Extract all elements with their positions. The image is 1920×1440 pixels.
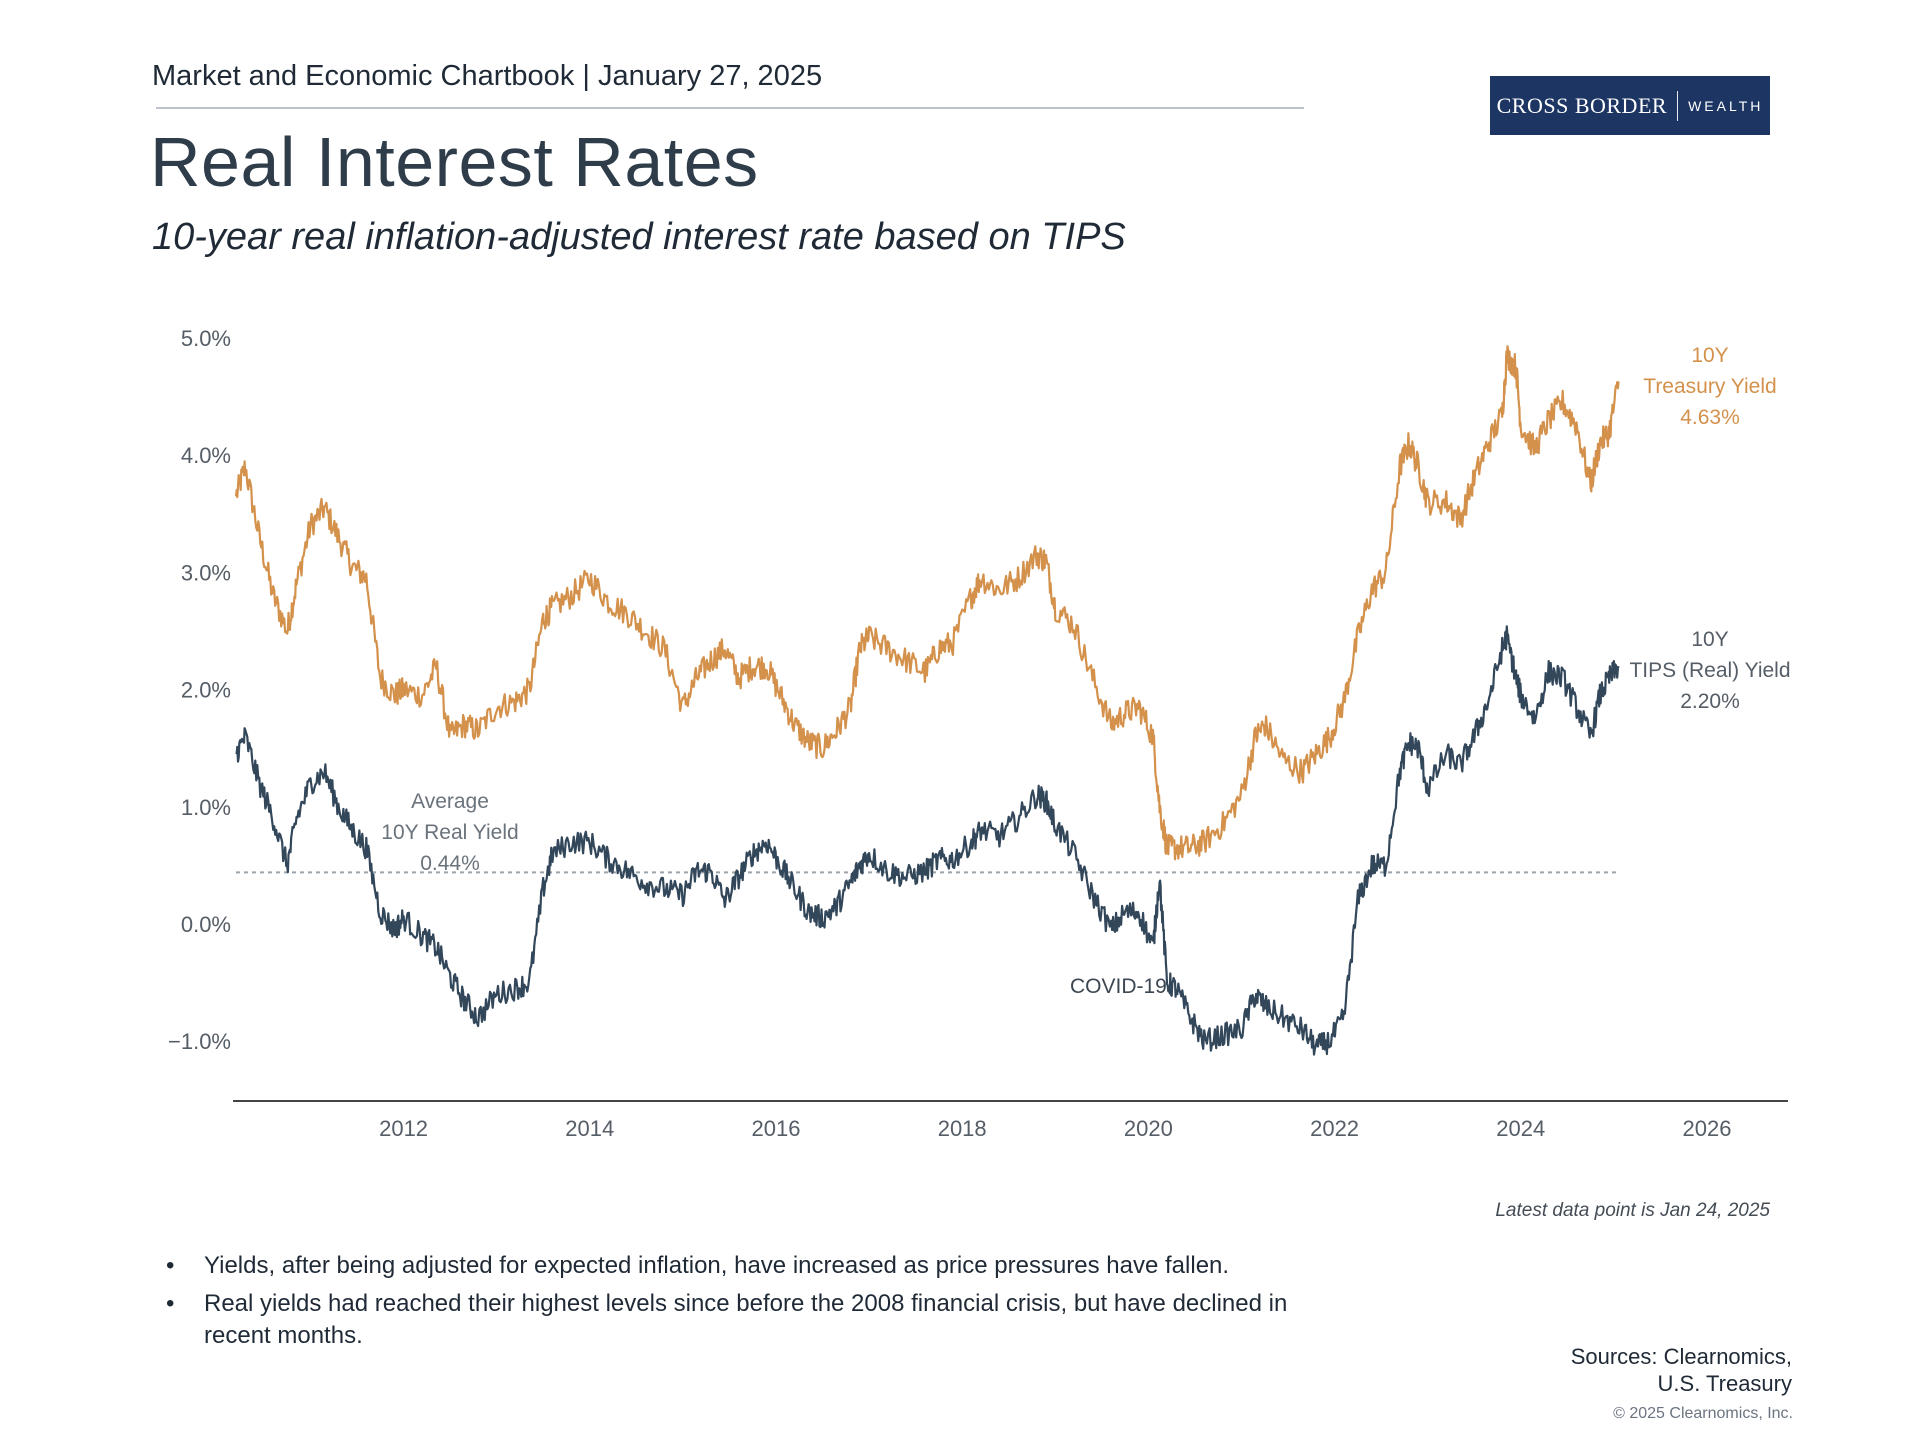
x-axis-ticks: 2012 2014 2016 2018 2020 2022 2024 2026 [379,1116,1731,1141]
tips-label-line: 10Y [1691,628,1728,651]
average-label-line: 10Y Real Yield [381,821,518,844]
sources-line: U.S. Treasury [1657,1371,1792,1396]
bullet-list: Yields, after being adjusted for expecte… [160,1250,1360,1358]
chartbook-header: Market and Economic Chartbook | January … [152,60,823,92]
treasury-yield-line [234,345,1620,861]
y-tick-label: 2.0% [181,678,231,703]
y-tick-label: −1.0% [168,1029,231,1054]
tips-yield-label: 10Y TIPS (Real) Yield 2.20% [1629,628,1790,713]
header-divider [156,107,1304,109]
latest-data-note: Latest data point is Jan 24, 2025 [1495,1200,1770,1221]
x-tick-label: 2018 [938,1116,987,1141]
x-tick-label: 2026 [1683,1116,1732,1141]
treasury-label-line: Treasury Yield [1643,375,1776,398]
page-title: Real Interest Rates [150,123,759,201]
x-tick-label: 2012 [379,1116,428,1141]
x-tick-label: 2020 [1124,1116,1173,1141]
x-tick-label: 2016 [752,1116,801,1141]
y-tick-label: 3.0% [181,560,231,585]
average-real-yield-label: Average 10Y Real Yield 0.44% [381,790,518,875]
logo-divider [1677,90,1679,121]
logo-secondary-text: WEALTH [1688,97,1764,114]
x-tick-label: 2024 [1496,1116,1545,1141]
treasury-label-line: 10Y [1691,344,1728,367]
y-tick-label: 0.0% [181,912,231,937]
sources-line: Sources: Clearnomics, [1570,1344,1792,1369]
logo-primary-text: CROSS BORDER [1496,92,1668,118]
covid-annotation: COVID-19 [1070,975,1167,998]
average-label-line: 0.44% [420,852,480,875]
x-tick-label: 2014 [565,1116,614,1141]
y-tick-label: 4.0% [181,443,231,468]
tips-real-yield-line [235,625,1620,1056]
page-subtitle: 10-year real inflation-adjusted interest… [152,216,1126,258]
treasury-yield-label: 10Y Treasury Yield 4.63% [1643,344,1776,429]
y-axis-ticks: 5.0% 4.0% 3.0% 2.0% 1.0% 0.0% −1.0% [168,326,231,1054]
copyright: © 2025 Clearnomics, Inc. [1613,1405,1793,1422]
bullet-item: Yields, after being adjusted for expecte… [160,1250,1360,1282]
tips-label-line: TIPS (Real) Yield [1629,659,1790,682]
tips-label-line: 2.20% [1680,690,1740,713]
x-tick-label: 2022 [1310,1116,1359,1141]
real-interest-rate-chart: 5.0%4.0%3.0%2.0%1.0%0.0%−1.0% 2012 2014 20… [168,326,1791,1141]
treasury-label-line: 4.63% [1680,406,1740,429]
bullet-item: Real yields had reached their highest le… [160,1288,1360,1352]
sources: Sources: Clearnomics, U.S. Treasury [1571,1343,1792,1397]
average-label-line: Average [411,790,489,813]
brand-logo: CROSS BORDER WEALTH [1490,76,1770,135]
y-tick-label: 1.0% [181,795,231,820]
y-tick-label: 5.0% [181,326,231,351]
